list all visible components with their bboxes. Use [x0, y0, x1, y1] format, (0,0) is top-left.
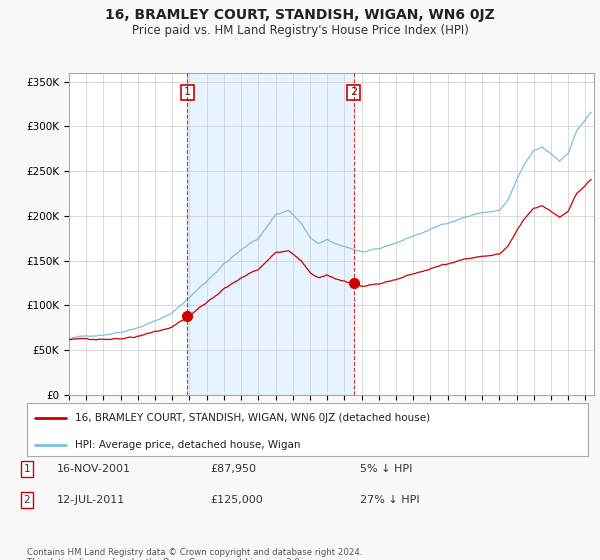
Text: Contains HM Land Registry data © Crown copyright and database right 2024.
This d: Contains HM Land Registry data © Crown c…	[27, 548, 362, 560]
Text: £125,000: £125,000	[210, 495, 263, 505]
Text: 16, BRAMLEY COURT, STANDISH, WIGAN, WN6 0JZ: 16, BRAMLEY COURT, STANDISH, WIGAN, WN6 …	[105, 8, 495, 22]
Text: 16-NOV-2001: 16-NOV-2001	[57, 464, 131, 474]
Text: 16, BRAMLEY COURT, STANDISH, WIGAN, WN6 0JZ (detached house): 16, BRAMLEY COURT, STANDISH, WIGAN, WN6 …	[74, 413, 430, 423]
Text: 2: 2	[23, 495, 31, 505]
Text: HPI: Average price, detached house, Wigan: HPI: Average price, detached house, Wiga…	[74, 440, 300, 450]
Text: 27% ↓ HPI: 27% ↓ HPI	[360, 495, 419, 505]
Text: 1: 1	[23, 464, 31, 474]
Text: 1: 1	[184, 87, 191, 97]
Text: 2: 2	[350, 87, 357, 97]
Bar	[187, 73, 353, 395]
Text: 5% ↓ HPI: 5% ↓ HPI	[360, 464, 412, 474]
Text: £87,950: £87,950	[210, 464, 256, 474]
Text: Price paid vs. HM Land Registry's House Price Index (HPI): Price paid vs. HM Land Registry's House …	[131, 24, 469, 36]
Text: 12-JUL-2011: 12-JUL-2011	[57, 495, 125, 505]
